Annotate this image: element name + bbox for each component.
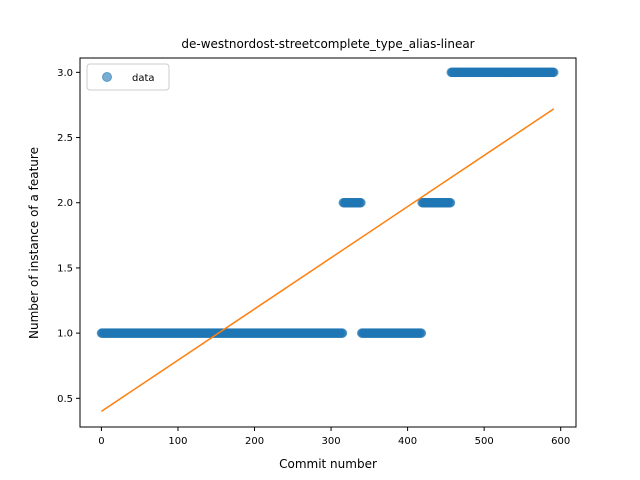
x-axis: 0 100 200 300 400 500 600 [98, 427, 570, 447]
x-axis-label: Commit number [279, 457, 377, 471]
data-point [416, 328, 427, 338]
y-axis: 0.5 1.0 1.5 2.0 2.5 3.0 [57, 68, 80, 405]
y-tick-label: 1.0 [57, 329, 73, 340]
x-tick-label: 0 [98, 436, 104, 447]
chart-title: de-westnordost-streetcomplete_type_alias… [181, 37, 474, 51]
x-tick-label: 400 [398, 436, 417, 447]
x-tick-label: 100 [168, 436, 187, 447]
x-tick-label: 300 [322, 436, 341, 447]
y-tick-label: 1.5 [57, 263, 73, 274]
plot-area [96, 67, 559, 412]
legend-label-data: data [132, 73, 155, 84]
x-tick-label: 600 [551, 436, 570, 447]
data-point [445, 197, 456, 208]
plot-frame [79, 57, 577, 428]
y-tick-label: 3.0 [57, 68, 73, 79]
legend-box [86, 63, 170, 91]
y-tick-label: 0.5 [57, 394, 73, 405]
series-line-fit [101, 108, 555, 412]
y-tick-label: 2.0 [57, 198, 73, 209]
legend: data [86, 63, 170, 91]
data-point [356, 197, 366, 208]
x-tick-label: 200 [245, 436, 264, 447]
x-tick-label: 500 [475, 436, 494, 447]
data-point [549, 67, 559, 78]
y-tick-label: 2.5 [57, 133, 73, 144]
y-axis-label: Number of instance of a feature [27, 147, 41, 339]
data-point [337, 328, 348, 338]
legend-marker-data [102, 72, 112, 82]
